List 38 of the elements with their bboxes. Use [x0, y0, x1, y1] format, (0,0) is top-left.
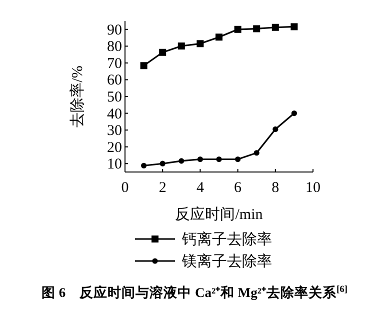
point: [197, 156, 203, 162]
x-tick-label: 8: [272, 180, 280, 196]
x-tick-label: 0: [121, 180, 129, 196]
point: [234, 26, 242, 33]
y-tick-label: 70: [107, 56, 122, 72]
y-tick-label: 10: [107, 156, 122, 173]
x-tick-label: 4: [196, 180, 204, 196]
point: [253, 25, 260, 32]
point: [216, 34, 222, 41]
point: [178, 158, 184, 164]
point: [272, 126, 278, 132]
y-tick-label: 50: [107, 90, 122, 106]
legend-label: 钙离子去除率: [181, 231, 272, 248]
point: [235, 156, 241, 162]
y-tick-label: 60: [107, 72, 122, 89]
x-tick-label: 2: [158, 180, 166, 196]
x-axis-title: 反应时间/min: [175, 206, 264, 223]
y-axis-title: 去除率/%: [69, 66, 86, 128]
legend-label: 镁离子去除率: [181, 253, 272, 270]
point: [141, 162, 147, 168]
point: [178, 42, 185, 50]
text: 图 6 反应时间与溶液中 Ca²⁺和 Mg²⁺去除率关系$^{[6]}$: [42, 284, 348, 300]
y-tick-label: 30: [107, 123, 122, 140]
point: [291, 110, 297, 116]
point: [159, 48, 166, 56]
point: [290, 23, 298, 30]
point: [254, 150, 260, 156]
x-tick-label: 10: [306, 180, 320, 196]
point: [216, 156, 222, 162]
point: [196, 40, 204, 48]
y-tick-label: 90: [107, 22, 122, 38]
x-tick-label: 6: [234, 180, 242, 196]
point: [160, 160, 166, 166]
point: [140, 62, 148, 70]
y-tick-label: 20: [107, 140, 122, 156]
y-tick-label: 80: [107, 39, 122, 56]
point: [272, 24, 279, 31]
y-tick-label: 40: [107, 106, 122, 122]
